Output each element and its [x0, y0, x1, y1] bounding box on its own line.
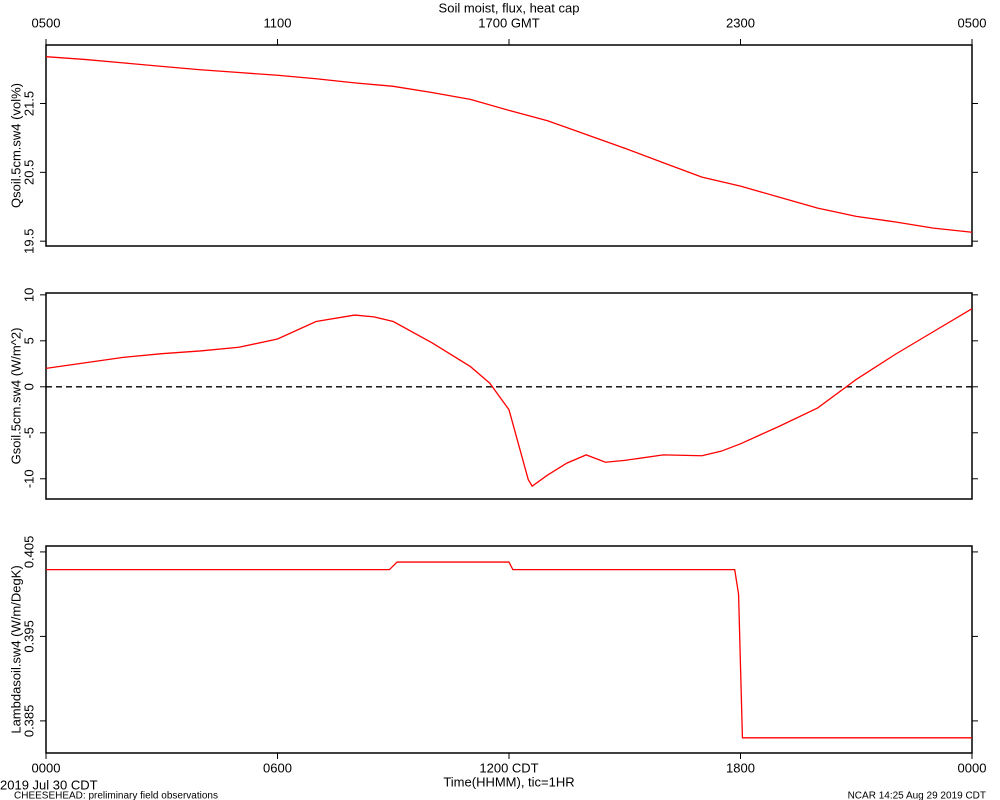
x-tick-label: 1200 CDT [479, 760, 538, 775]
x2-tick-label: 0500 [958, 15, 987, 30]
data-line [46, 561, 972, 739]
y-tick-label: 0 [21, 383, 36, 390]
plot-frame [45, 44, 973, 247]
chart-title: Soil moist, flux, heat cap [439, 0, 580, 15]
x-tick-label: 1800 [726, 760, 755, 775]
x-axis-label: Time(HHMM), tic=1HR [443, 774, 574, 789]
plot-frame [45, 292, 973, 500]
y-tick-label: 21.5 [21, 91, 36, 116]
data-line [45, 308, 973, 488]
y-tick-label: 0.405 [21, 536, 36, 569]
x2-tick-label: 0500 [32, 15, 61, 30]
y-tick-label: 5 [21, 337, 36, 344]
x-tick-label: 0000 [32, 760, 61, 775]
y-tick-label: -5 [21, 427, 36, 439]
x2-tick-label: 1700 GMT [478, 15, 539, 30]
y-tick-label: 20.5 [21, 160, 36, 185]
x-tick-label: 0600 [263, 760, 292, 775]
footer-date: 2019 Jul 30 CDT [0, 777, 98, 792]
plot-frame [45, 545, 973, 754]
y-axis-label: Lambdasoil.sw4 (W/m/DegK) [8, 565, 23, 733]
x-tick-label: 0000 [958, 760, 987, 775]
y-tick-label: 0.395 [21, 620, 36, 653]
y-axis-label: Qsoil.5cm.sw4 (vol%) [8, 83, 23, 208]
y-tick-label: 10 [21, 288, 36, 302]
x2-tick-label: 1100 [264, 15, 292, 30]
x2-tick-label: 2300 [726, 15, 755, 30]
y-axis-label: Gsoil.5cm.sw4 (W/m^2) [8, 328, 23, 465]
data-line [45, 56, 973, 233]
y-tick-label: 19.5 [21, 229, 36, 254]
y-tick-label: -10 [21, 469, 36, 488]
y-tick-label: 0.385 [21, 705, 36, 738]
footer-stamp: NCAR 14:25 Aug 29 2019 CDT [848, 791, 986, 800]
footer-project: CHEESEHEAD: preliminary field observatio… [14, 791, 218, 800]
